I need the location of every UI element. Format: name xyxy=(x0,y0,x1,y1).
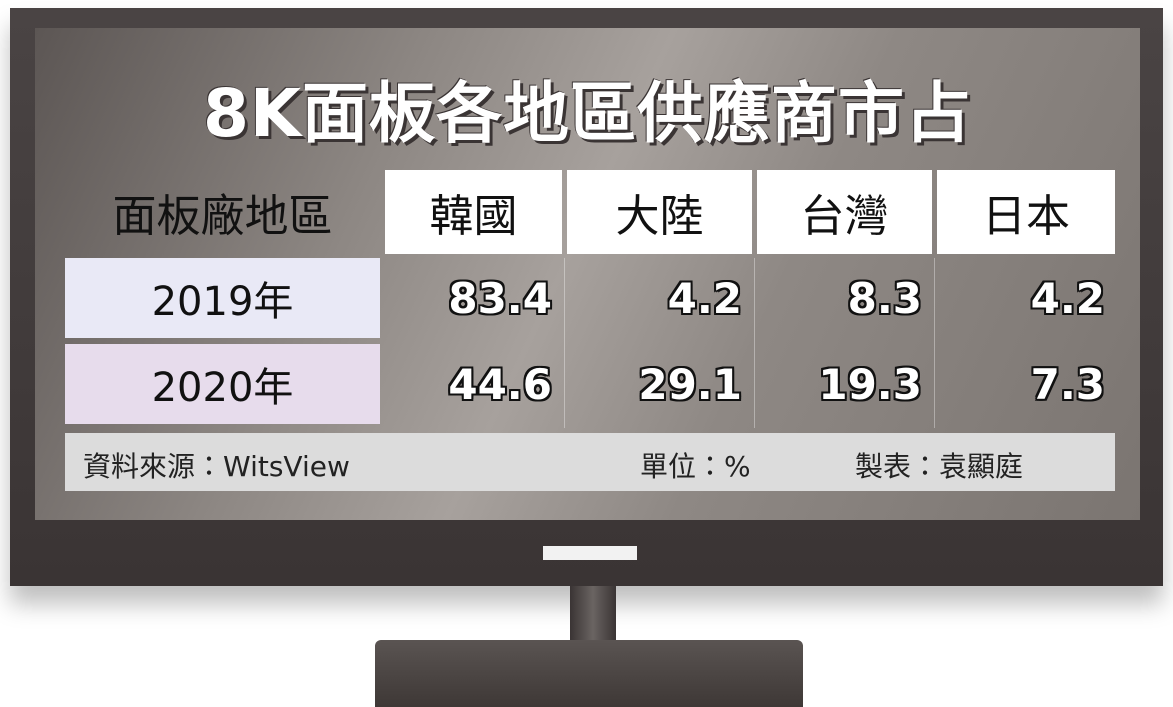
header-cell: 面板廠地區 xyxy=(112,191,333,242)
header-cell: 韓國 xyxy=(385,170,562,254)
title: 8K面板各地區供應商市占 xyxy=(202,75,973,152)
header-cell: 日本 xyxy=(937,170,1115,254)
unit: 單位：% xyxy=(640,450,751,483)
cell: 7.3 xyxy=(1030,359,1105,409)
cell: 19.3 xyxy=(818,359,922,409)
cell: 44.6 xyxy=(448,359,552,409)
header-cell: 大陸 xyxy=(567,170,752,254)
source: 資料來源：WitsView xyxy=(83,450,350,483)
row-label: 2019年 xyxy=(65,258,380,338)
author: 製表：袁顯庭 xyxy=(855,450,1024,483)
cell: 8.3 xyxy=(847,273,922,323)
header-cell: 台灣 xyxy=(757,170,932,254)
divider xyxy=(934,258,935,428)
cell: 4.2 xyxy=(667,273,742,323)
footer: 資料來源：WitsView 單位：% 製表：袁顯庭 xyxy=(65,433,1115,491)
cell: 4.2 xyxy=(1030,273,1105,323)
tv-neck xyxy=(570,586,616,650)
divider xyxy=(564,258,565,428)
row-label: 2020年 xyxy=(65,344,380,424)
tv-slot xyxy=(543,546,637,560)
divider xyxy=(754,258,755,428)
cell: 29.1 xyxy=(638,359,742,409)
tv-base xyxy=(375,640,803,707)
cell: 83.4 xyxy=(448,273,552,323)
